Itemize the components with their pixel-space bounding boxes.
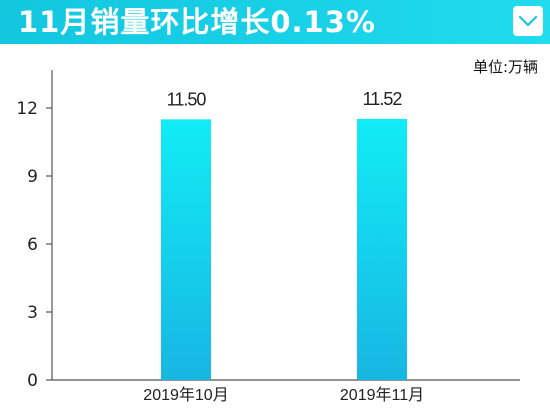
x-category-label: 2019年10月 xyxy=(143,386,228,404)
y-tick-label: 9 xyxy=(27,167,38,187)
bar xyxy=(161,119,211,380)
y-tick-label: 6 xyxy=(27,235,38,255)
y-tick-label: 3 xyxy=(27,303,38,323)
unit-label: 单位:万辆 xyxy=(472,58,538,76)
y-tick-label: 12 xyxy=(16,99,38,119)
title-banner: 11月销量环比增长0.13% xyxy=(0,0,550,44)
y-tick-label: 0 xyxy=(27,371,38,391)
dropdown-button[interactable] xyxy=(513,6,543,36)
x-category-label: 2019年11月 xyxy=(340,386,424,404)
bar xyxy=(357,118,407,380)
bar-value-label: 11.50 xyxy=(167,89,207,109)
bar-value-label: 11.52 xyxy=(363,89,403,109)
chevron-down-icon xyxy=(518,15,538,27)
page-title: 11月销量环比增长0.13% xyxy=(18,5,376,39)
